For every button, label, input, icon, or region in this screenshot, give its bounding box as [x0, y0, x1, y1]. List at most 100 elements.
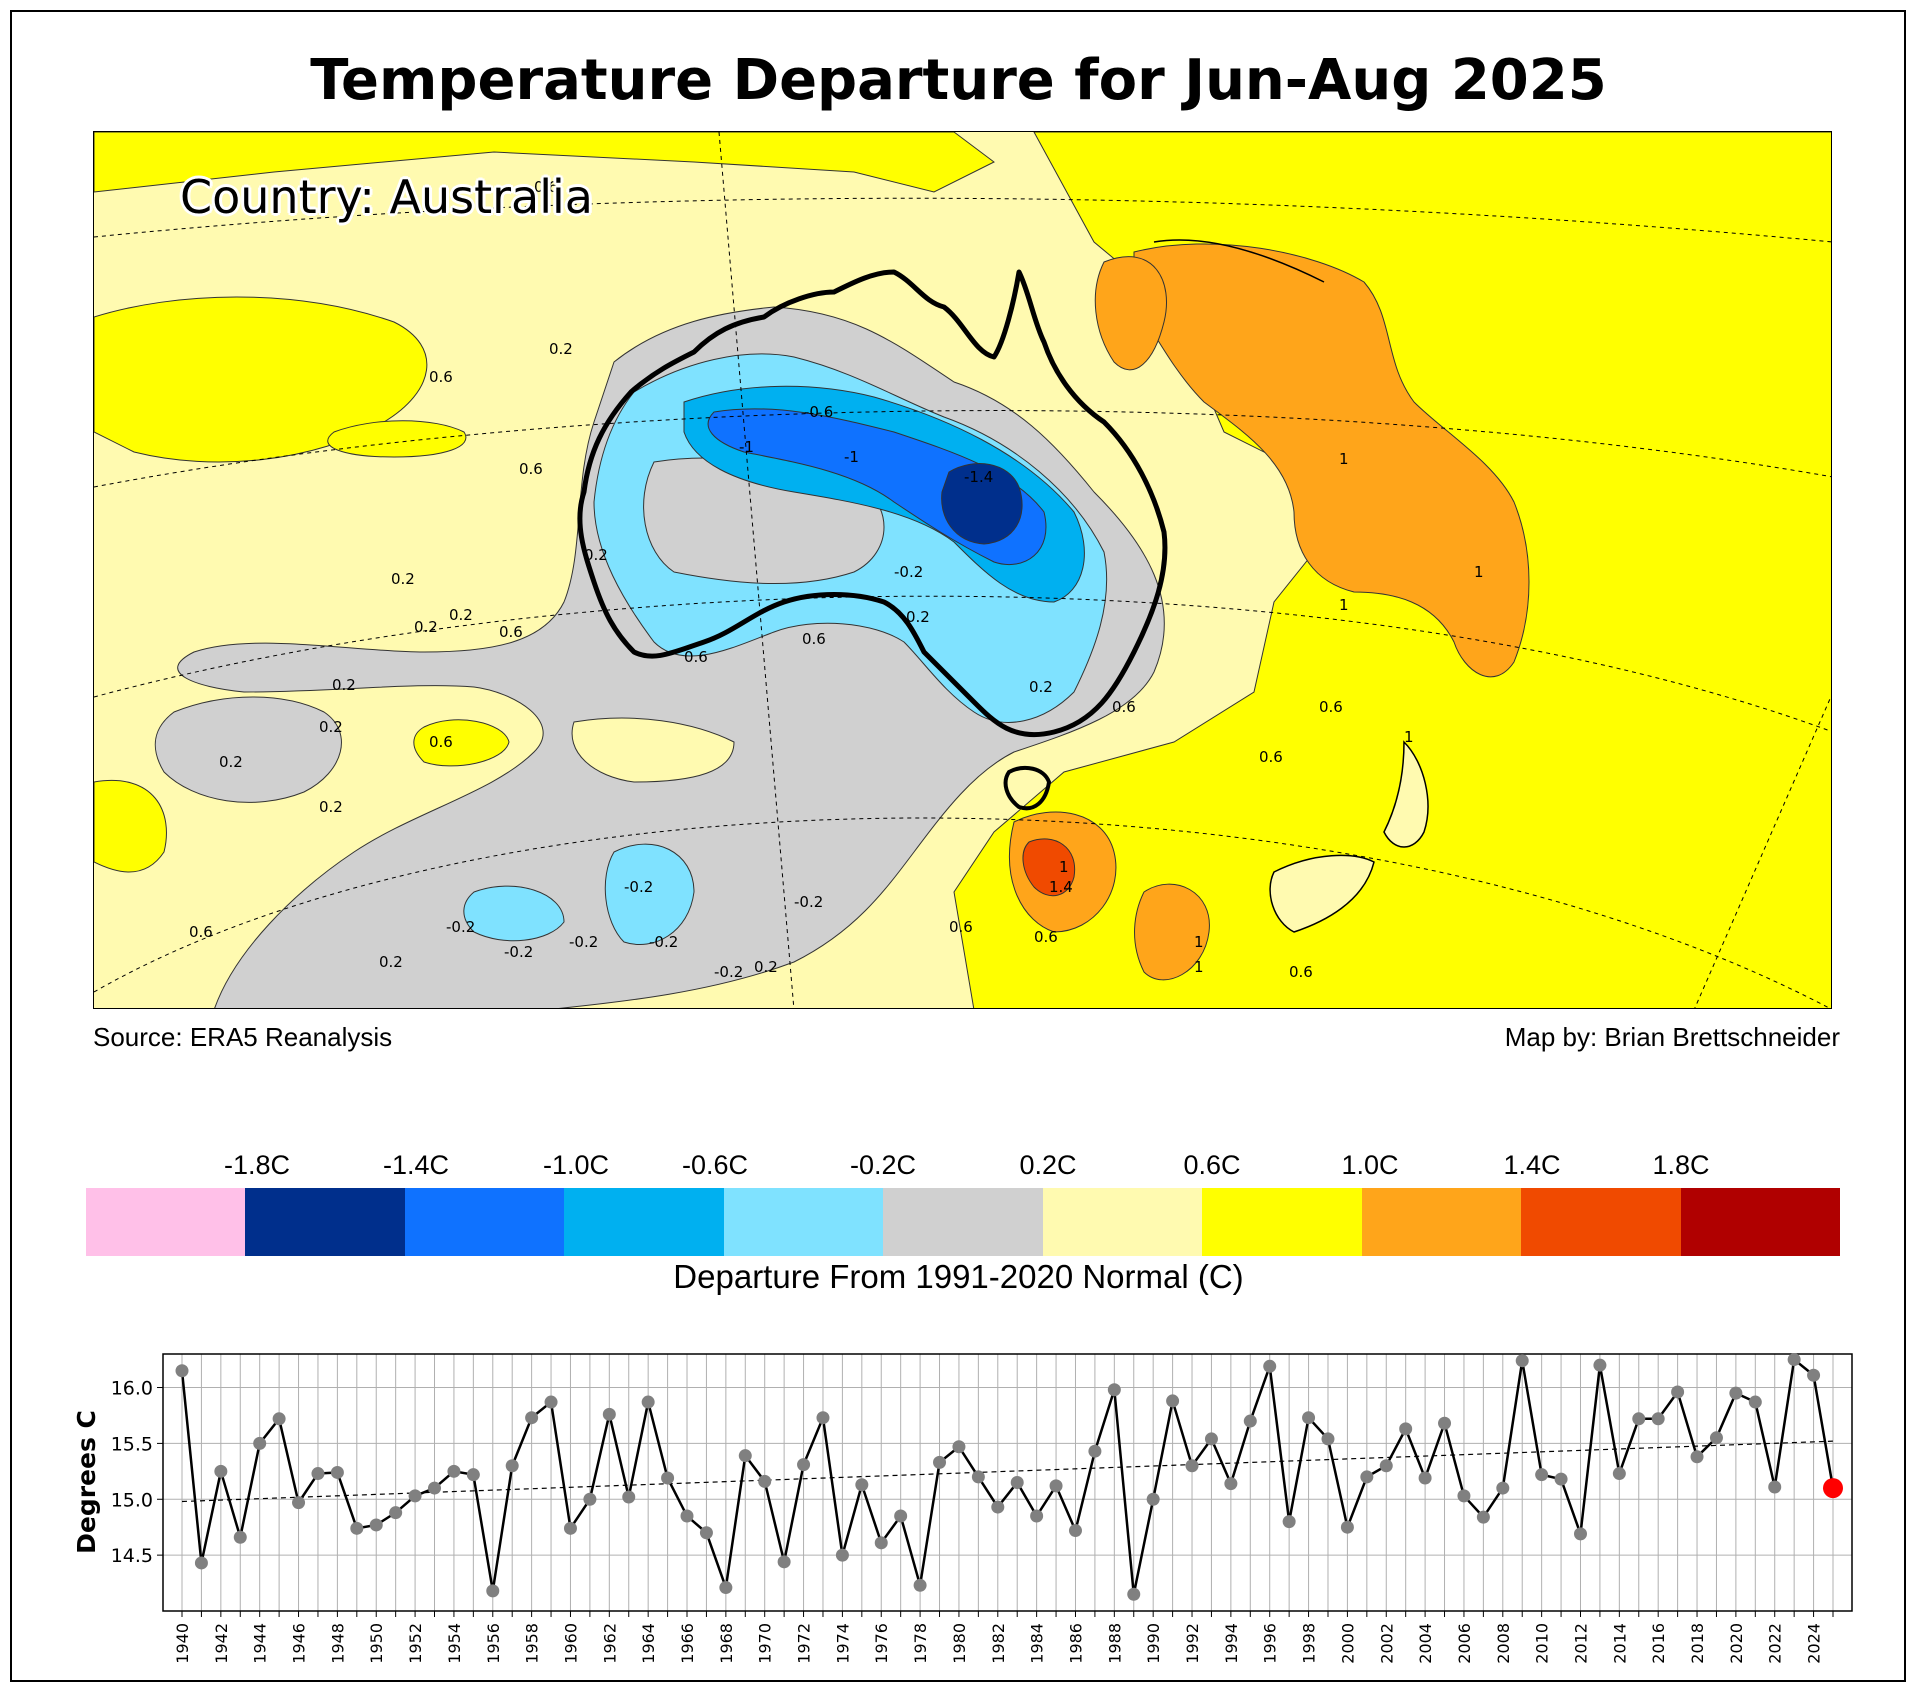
x-tick-label: 1956: [484, 1623, 503, 1664]
data-point: [758, 1474, 772, 1488]
contour-label: 0.2: [449, 606, 473, 624]
contour-label: 0.6: [519, 460, 543, 478]
x-tick-label: 1964: [639, 1623, 658, 1664]
x-tick-label: 2004: [1416, 1623, 1435, 1664]
anomaly-fill-0p6-1p0-islet: [327, 420, 467, 458]
data-point: [1224, 1477, 1238, 1491]
anomaly-fill-neg0p6-neg0p2-south: [604, 843, 695, 946]
data-point: [525, 1411, 539, 1425]
temperature-map: 0.6 0.6 0.2 0.6 0.6 0.2 0.2 0.2 0.6 0.2 …: [93, 131, 1832, 1009]
x-tick-label: 2012: [1571, 1623, 1590, 1664]
anomaly-fill-neg1p8-neg1p4: [941, 463, 1023, 545]
map-title: Temperature Departure for Jun-Aug 2025: [310, 48, 1607, 113]
data-point: [777, 1555, 791, 1569]
data-point: [292, 1496, 306, 1510]
x-axis: 1940 1942 1944 1946 1948 1950 1952 1954 1956 1958…: [173, 1611, 1834, 1664]
legend-swatch: [883, 1188, 1043, 1256]
legend-swatch: [404, 1188, 565, 1256]
legend-title: Departure From 1991-2020 Normal (C): [673, 1258, 1244, 1295]
color-legend: [86, 1188, 1840, 1256]
data-point: [311, 1467, 325, 1481]
data-point: [661, 1471, 675, 1485]
data-point: [1263, 1359, 1277, 1373]
highlight-point: [1823, 1478, 1843, 1499]
legend-tick-label: 1.8C: [1652, 1150, 1710, 1180]
legend-tick-label: -1.8C: [223, 1150, 291, 1180]
legend-swatch: [564, 1188, 724, 1256]
data-point: [1418, 1471, 1432, 1485]
legend-swatch: [245, 1188, 405, 1256]
legend-swatch: [1521, 1188, 1681, 1256]
x-tick-label: 2006: [1455, 1623, 1474, 1664]
contour-labels: 0.6 0.6 0.2 0.6 0.6 0.2 0.2 0.2 0.6 0.2 …: [189, 178, 1484, 981]
data-point: [486, 1584, 500, 1598]
x-tick-label: 2022: [1766, 1623, 1785, 1664]
contour-label: 0.2: [414, 618, 438, 636]
x-tick-label: 2024: [1805, 1623, 1824, 1664]
anomaly-fill-1p4-1p8: [1022, 838, 1076, 897]
data-point: [719, 1581, 733, 1595]
x-tick-label: 2008: [1494, 1623, 1513, 1664]
anomaly-fill-1p0-1p4-tasman-2: [1134, 883, 1210, 981]
data-point: [797, 1458, 811, 1472]
data-point: [816, 1411, 830, 1425]
contour-label: 0.2: [1029, 678, 1053, 696]
x-tick-label: 1946: [290, 1623, 309, 1664]
legend-tick-label: 0.6C: [1183, 1150, 1241, 1180]
contour-label: 0.6: [684, 648, 708, 666]
legend-swatch: [723, 1188, 884, 1256]
contour-label: 1: [1194, 933, 1204, 951]
contour-label: 0.2: [391, 570, 415, 588]
contour-label: 0.6: [429, 733, 453, 751]
data-point: [1088, 1444, 1102, 1458]
anomaly-fill-neg0p6-neg0p2-south-2: [463, 885, 565, 942]
data-point: [1146, 1492, 1160, 1506]
contour-label: 0.6: [1319, 698, 1343, 716]
x-tick-label: 1980: [950, 1623, 969, 1664]
data-point: [1768, 1480, 1782, 1494]
data-point: [1302, 1411, 1316, 1425]
data-point: [369, 1518, 383, 1532]
contour-label: 0.2: [584, 546, 608, 564]
x-tick-label: 1996: [1261, 1623, 1280, 1664]
contour-label: -0.2: [894, 563, 923, 581]
x-tick-label: 1942: [212, 1623, 231, 1664]
x-tick-label: 1986: [1066, 1623, 1085, 1664]
x-tick-label: 1988: [1105, 1623, 1124, 1664]
data-point: [1282, 1515, 1296, 1529]
data-point: [1107, 1383, 1121, 1397]
y-tick-label: 16.0: [111, 1378, 153, 1400]
data-point: [583, 1492, 597, 1506]
data-point: [1068, 1524, 1082, 1538]
data-point: [952, 1440, 966, 1454]
legend-tick-label: -0.6C: [681, 1150, 749, 1180]
legend-swatch: [86, 1188, 246, 1256]
data-point: [1807, 1368, 1821, 1382]
data-point: [835, 1548, 849, 1562]
contour-label: -0.6: [804, 403, 833, 421]
x-tick-label: 1978: [911, 1623, 930, 1664]
data-point: [855, 1478, 869, 1492]
data-point: [1360, 1470, 1374, 1484]
y-axis-label: Degrees C: [72, 1410, 101, 1554]
data-point: [1496, 1481, 1510, 1495]
y-tick-label: 14.5: [111, 1545, 153, 1567]
anomaly-fill-0p6-1p0-west: [94, 296, 428, 463]
x-tick-label: 1976: [872, 1623, 891, 1664]
anomaly-fill-1p0-1p4-coral-sea: [1133, 243, 1530, 678]
contour-label: 0.6: [802, 630, 826, 648]
contour-label: 0.2: [549, 340, 573, 358]
data-point: [466, 1468, 480, 1482]
contour-label: -0.2: [569, 933, 598, 951]
contour-label: -1.4: [964, 468, 993, 486]
data-point: [563, 1521, 577, 1535]
x-tick-label: 1960: [561, 1623, 580, 1664]
new-zealand-south-outline: [1269, 854, 1375, 933]
data-point: [350, 1521, 364, 1535]
data-point: [1515, 1354, 1529, 1368]
data-point: [1671, 1385, 1685, 1399]
y-tick-label: 15.5: [111, 1433, 153, 1455]
data-point: [1457, 1489, 1471, 1503]
x-tick-label: 1958: [523, 1623, 542, 1664]
legend-swatch: [1202, 1188, 1362, 1256]
